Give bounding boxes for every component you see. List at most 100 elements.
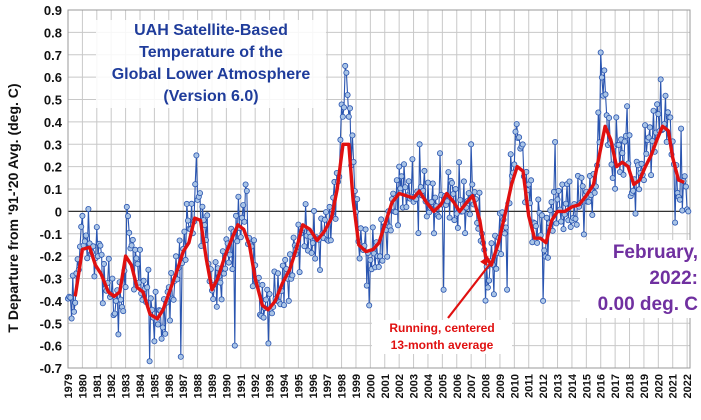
monthly-point	[451, 217, 458, 224]
x-tick-label: 1995	[293, 374, 305, 398]
x-tick-label: 1983	[121, 374, 133, 398]
monthly-point	[321, 216, 328, 223]
monthly-point	[655, 111, 662, 118]
monthly-point	[626, 132, 633, 139]
monthly-point	[597, 49, 604, 56]
monthly-point	[566, 178, 573, 185]
monthly-point	[289, 272, 296, 279]
monthly-point	[558, 218, 565, 225]
monthly-point	[120, 308, 127, 315]
x-tick-label: 2018	[625, 374, 637, 398]
monthly-point	[349, 132, 356, 139]
monthly-point	[111, 310, 118, 317]
monthly-point	[528, 177, 535, 184]
y-tick-label: -0.5	[40, 316, 62, 331]
monthly-point	[339, 113, 346, 120]
monthly-point	[301, 243, 308, 250]
y-tick-label: 0.6	[44, 70, 62, 85]
monthly-point	[146, 358, 153, 365]
monthly-point	[226, 251, 233, 258]
monthly-point	[280, 302, 287, 309]
monthly-point	[91, 273, 98, 280]
monthly-point	[428, 198, 435, 205]
monthly-point	[606, 114, 613, 121]
monthly-point	[357, 225, 364, 232]
monthly-point	[83, 232, 90, 239]
monthly-point	[117, 296, 124, 303]
monthly-point	[72, 299, 79, 306]
monthly-point	[344, 92, 351, 99]
monthly-point	[362, 226, 369, 233]
monthly-point	[93, 224, 100, 231]
monthly-point	[460, 178, 467, 185]
monthly-point	[241, 218, 248, 225]
monthly-point	[184, 217, 191, 224]
chart-title-line: Temperature of the	[139, 44, 283, 61]
monthly-point	[573, 221, 580, 228]
monthly-point	[612, 185, 619, 192]
monthly-point	[429, 180, 436, 187]
monthly-point	[268, 310, 275, 317]
monthly-point	[608, 161, 615, 168]
monthly-point	[436, 150, 443, 157]
monthly-point	[242, 181, 249, 188]
annotation-arrow-line	[447, 261, 493, 319]
monthly-point	[440, 286, 447, 293]
monthly-point	[217, 279, 224, 286]
monthly-point	[469, 181, 476, 188]
monthly-point	[636, 186, 643, 193]
monthly-point	[430, 230, 437, 237]
monthly-point	[213, 303, 220, 310]
monthly-point	[343, 69, 350, 76]
monthly-point	[332, 215, 339, 222]
monthly-point	[67, 294, 74, 301]
monthly-point	[667, 114, 674, 121]
monthly-point	[488, 240, 495, 247]
x-tick-label: 1993	[265, 374, 277, 398]
x-tick-label: 1992	[250, 374, 262, 398]
chart-title-line: (Version 6.0)	[163, 88, 259, 105]
x-tick-label: 1984	[135, 373, 147, 398]
monthly-point	[552, 138, 559, 145]
monthly-point	[396, 163, 403, 170]
monthly-point	[397, 185, 404, 192]
monthly-point	[579, 183, 586, 190]
monthly-point	[421, 167, 428, 174]
monthly-point	[403, 203, 410, 210]
monthly-point	[513, 121, 520, 128]
monthly-point	[672, 219, 679, 226]
x-tick-label: 2013	[553, 374, 565, 398]
monthly-point	[591, 189, 598, 196]
y-tick-label: 0.3	[44, 137, 62, 152]
monthly-point	[619, 150, 626, 157]
monthly-point	[498, 251, 505, 258]
monthly-point	[170, 296, 177, 303]
monthly-point	[554, 196, 561, 203]
monthly-point	[643, 150, 650, 157]
x-tick-label: 2019	[639, 374, 651, 398]
monthly-point	[295, 221, 302, 228]
monthly-point	[662, 92, 669, 99]
monthly-point	[486, 277, 493, 284]
monthly-point	[654, 101, 661, 108]
monthly-point	[578, 174, 585, 181]
x-tick-label: 1986	[164, 374, 176, 398]
x-tick-label: 2000	[365, 374, 377, 398]
monthly-point	[541, 247, 548, 254]
monthly-point	[679, 207, 686, 214]
monthly-point	[152, 288, 159, 295]
chart-title-line: Global Lower Atmosphere	[111, 66, 311, 83]
y-tick-label: -0.3	[40, 272, 62, 287]
x-tick-label: 1997	[322, 374, 334, 398]
monthly-point	[664, 109, 671, 116]
monthly-point	[538, 212, 545, 219]
x-tick-label: 2007	[466, 374, 478, 398]
monthly-point	[681, 173, 688, 180]
monthly-point	[145, 266, 152, 273]
chart-title-line: UAH Satellite-Based	[134, 22, 288, 39]
monthly-point	[109, 275, 116, 282]
monthly-point	[322, 209, 329, 216]
monthly-point	[482, 297, 489, 304]
monthly-point	[580, 231, 587, 238]
